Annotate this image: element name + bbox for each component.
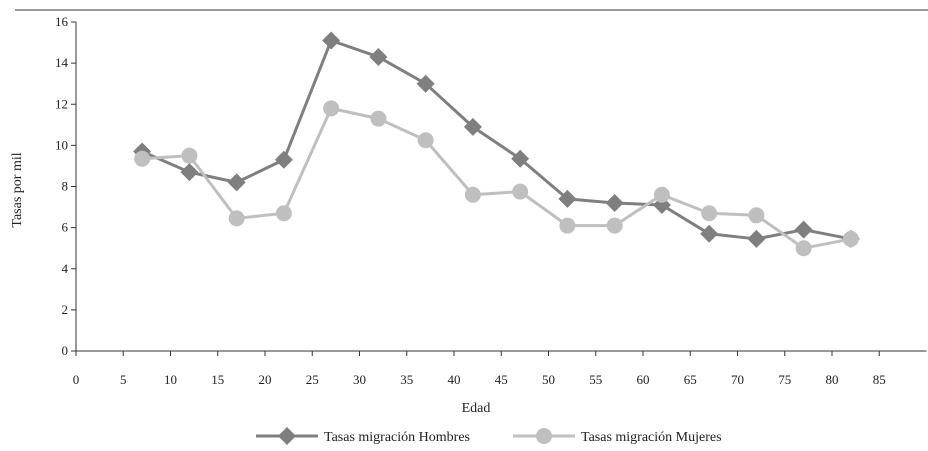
x-tick-label: 60 xyxy=(637,372,650,387)
y-tick-label: 14 xyxy=(55,55,69,70)
y-tick-label: 4 xyxy=(62,261,69,276)
series-layer xyxy=(133,31,860,257)
legend-label: Tasas migración Hombres xyxy=(324,430,470,445)
series-line xyxy=(141,39,852,241)
legend-label: Tasas migración Mujeres xyxy=(581,430,722,445)
data-point xyxy=(747,229,766,248)
data-point xyxy=(700,224,719,243)
data-point xyxy=(417,132,434,149)
data-point xyxy=(180,163,199,182)
x-tick-label: 55 xyxy=(589,372,602,387)
data-point xyxy=(794,220,813,239)
x-tick-label: 50 xyxy=(542,372,555,387)
data-point xyxy=(134,150,151,167)
y-tick-label: 16 xyxy=(55,14,69,29)
x-tick-label: 0 xyxy=(73,372,80,387)
legend-marker xyxy=(278,427,296,445)
x-tick-label: 40 xyxy=(448,372,461,387)
data-point xyxy=(228,210,245,227)
data-point xyxy=(512,183,529,200)
legend: Tasas migración Hombres Tasas migración M… xyxy=(256,427,722,445)
data-point xyxy=(653,186,670,203)
data-point xyxy=(606,217,623,234)
x-tick-label: 30 xyxy=(353,372,366,387)
data-point xyxy=(322,31,341,50)
x-axis-title: Edad xyxy=(462,401,491,416)
data-point xyxy=(842,230,859,247)
x-tick-label: 20 xyxy=(259,372,272,387)
data-point xyxy=(275,205,292,222)
data-point xyxy=(227,173,246,192)
y-tick-label: 6 xyxy=(62,220,69,235)
data-point xyxy=(463,117,482,136)
data-point xyxy=(369,47,388,66)
y-tick-label: 2 xyxy=(62,302,69,317)
x-tick-label: 65 xyxy=(684,372,697,387)
x-tick-label: 15 xyxy=(211,372,224,387)
data-point xyxy=(416,74,435,93)
series-hombres xyxy=(133,31,860,248)
data-point xyxy=(558,189,577,208)
data-point xyxy=(511,149,530,168)
data-point xyxy=(274,150,293,169)
y-tick-label: 12 xyxy=(55,96,68,111)
x-tick-label: 10 xyxy=(164,372,177,387)
x-tick-label: 25 xyxy=(306,372,319,387)
data-point xyxy=(323,100,340,117)
series-mujeres xyxy=(134,100,859,257)
data-point xyxy=(181,147,198,164)
data-point xyxy=(748,207,765,224)
x-tick-label: 85 xyxy=(873,372,886,387)
data-point xyxy=(605,193,624,212)
x-tick-label: 5 xyxy=(120,372,127,387)
series-line xyxy=(142,106,852,250)
x-tick-label: 35 xyxy=(400,372,413,387)
data-point xyxy=(701,205,718,222)
legend-marker xyxy=(536,428,552,444)
data-point xyxy=(559,217,576,234)
y-axis: 0 2 4 6 8 10 12 14 16 xyxy=(55,14,77,358)
y-axis-title: Tasas por mil xyxy=(10,152,25,227)
x-tick-label: 75 xyxy=(778,372,791,387)
data-point xyxy=(464,186,481,203)
x-tick-label: 80 xyxy=(826,372,839,387)
data-point xyxy=(795,240,812,257)
x-tick-label: 45 xyxy=(495,372,508,387)
x-tick-label: 70 xyxy=(731,372,744,387)
y-tick-label: 10 xyxy=(55,137,68,152)
y-tick-label: 0 xyxy=(62,343,69,358)
x-axis: 0 5 10 15 20 25 30 35 40 45 50 55 60 65 70 75 80 85 xyxy=(73,350,927,387)
data-point xyxy=(370,110,387,127)
y-tick-label: 8 xyxy=(62,179,69,194)
legend-item-hombres: Tasas migración Hombres xyxy=(256,427,470,445)
legend-item-mujeres: Tasas migración Mujeres xyxy=(513,428,722,445)
